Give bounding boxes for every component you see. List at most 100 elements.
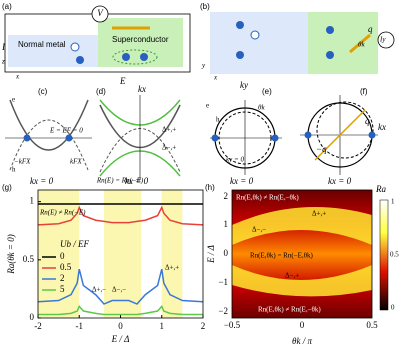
label: e <box>12 96 15 104</box>
label: kFX <box>70 158 82 166</box>
fermi-circle <box>316 101 374 159</box>
heatmap-band <box>232 265 372 297</box>
arrow <box>349 33 371 54</box>
label: x <box>213 74 218 82</box>
annotation: Rn(E,θk) ≠ Rn(E,−θk) <box>236 194 299 202</box>
electron <box>76 56 84 64</box>
panel-label: (e) <box>262 87 272 96</box>
normal-region <box>8 35 108 67</box>
colorbar-tick: 0 <box>391 304 395 312</box>
label: −q <box>316 144 327 154</box>
panel-a: (a) V I z x Normal metal Superconductor <box>1 2 191 81</box>
panel-label: (c) <box>38 87 48 96</box>
shaded-region <box>38 190 80 318</box>
y-tick-label: 0 <box>224 248 229 258</box>
panel-label: (f) <box>360 87 368 96</box>
label: E <box>119 76 126 86</box>
y-tick-label: 2 <box>224 191 229 201</box>
colorbar-tick: 1 <box>391 198 395 206</box>
panel-g: 00.51-2 -1 0 1 200.525(g)E / ΔRa(θk = 0) Ub /… <box>2 177 205 344</box>
label: Δ−,+ <box>162 144 176 152</box>
colorbar-title: Ra <box>375 184 386 194</box>
label: kx <box>378 122 386 132</box>
band <box>9 119 89 171</box>
label: Normal metal <box>18 40 66 49</box>
label: θk <box>258 104 265 112</box>
shaded-region <box>104 190 142 318</box>
panel-label: (h) <box>205 183 215 192</box>
label: kx = 0 <box>328 176 352 186</box>
y-tick-label: 1 <box>30 196 35 206</box>
x-tick-label: 0 <box>118 321 123 331</box>
label: kx = 0 <box>125 176 149 186</box>
state <box>65 134 73 142</box>
y-tick-label: −2 <box>218 306 228 316</box>
label: h <box>12 166 16 174</box>
annotation: Rn(E) ≠ Rn(−E) <box>39 209 86 217</box>
arrow <box>314 109 366 161</box>
y-label: E / Δ <box>206 245 216 264</box>
annotation: Rn(E,θk) ≠ Rn(E,−θk) <box>258 306 321 314</box>
x-tick-label: -2 <box>34 321 42 331</box>
label: x <box>15 73 20 81</box>
label: Iy <box>379 36 386 44</box>
series-line <box>38 304 203 316</box>
y-tick-label: 1 <box>224 219 229 229</box>
band <box>9 99 89 151</box>
annotation: Δ+,+ <box>165 264 179 272</box>
state <box>271 134 279 142</box>
label: e <box>206 102 209 110</box>
label: q <box>365 116 370 126</box>
frame <box>37 189 204 319</box>
hole <box>70 42 80 52</box>
state <box>368 131 376 139</box>
electron <box>236 21 244 29</box>
y-tick-label: 0.5 <box>23 254 35 264</box>
label: θk <box>358 41 365 49</box>
legend-label: 2 <box>60 273 65 283</box>
legend-label: 0.5 <box>60 262 72 272</box>
series-line <box>37 268 204 305</box>
y-label: Ra(θk = 0) <box>6 234 16 274</box>
electron <box>326 26 334 34</box>
label: E = EF = 0 <box>49 127 83 135</box>
x-tick-label: -1 <box>76 321 84 331</box>
state <box>23 134 31 142</box>
super-region <box>308 12 378 74</box>
colorbar-tick: 0.5 <box>390 251 399 259</box>
y-tick-label: 0 <box>30 312 35 322</box>
panel-h: (h) Ra 1 0.5 0 E / Δ θk / π 2 1 0 −1 −2 … <box>205 183 399 346</box>
legend-label: 0 <box>60 251 65 261</box>
annotation: Δ+,− <box>92 286 106 294</box>
label: kx <box>138 84 146 94</box>
x-tick-label: 1 <box>160 321 165 331</box>
electron <box>236 51 244 59</box>
x-tick-label: 0.5 <box>366 320 378 330</box>
annotation: Δ+,+ <box>312 210 326 218</box>
label: z <box>1 58 5 66</box>
x-label: θk / π <box>292 336 312 346</box>
electron <box>326 51 334 59</box>
panel-f: (f) kx q −q kx = 0 <box>300 87 386 186</box>
label: −kFX <box>14 158 31 166</box>
annotation: Δ−,+ <box>285 272 299 280</box>
label: ky <box>240 80 248 90</box>
label: I <box>1 42 6 52</box>
label: kx = 0 <box>30 176 54 186</box>
label: ky = 0 <box>226 156 244 164</box>
label: V <box>97 8 104 18</box>
annotation: Rn(E) = Rn(−E) <box>96 177 144 185</box>
panel-d: (d) E kx Δ+,+ Δ−,+ kx = 0 <box>96 76 181 186</box>
electron <box>122 53 130 61</box>
state <box>211 134 219 142</box>
colorbar <box>379 199 389 311</box>
x-tick-label: −0.5 <box>224 320 241 330</box>
state <box>304 131 312 139</box>
label: h <box>216 116 220 124</box>
label: kx = 0 <box>230 176 254 186</box>
heatmap-band <box>232 207 372 245</box>
electron <box>140 53 148 61</box>
panel-label: (a) <box>2 2 12 11</box>
panel-label: (g) <box>2 183 12 192</box>
x-label: E / Δ <box>111 334 130 344</box>
